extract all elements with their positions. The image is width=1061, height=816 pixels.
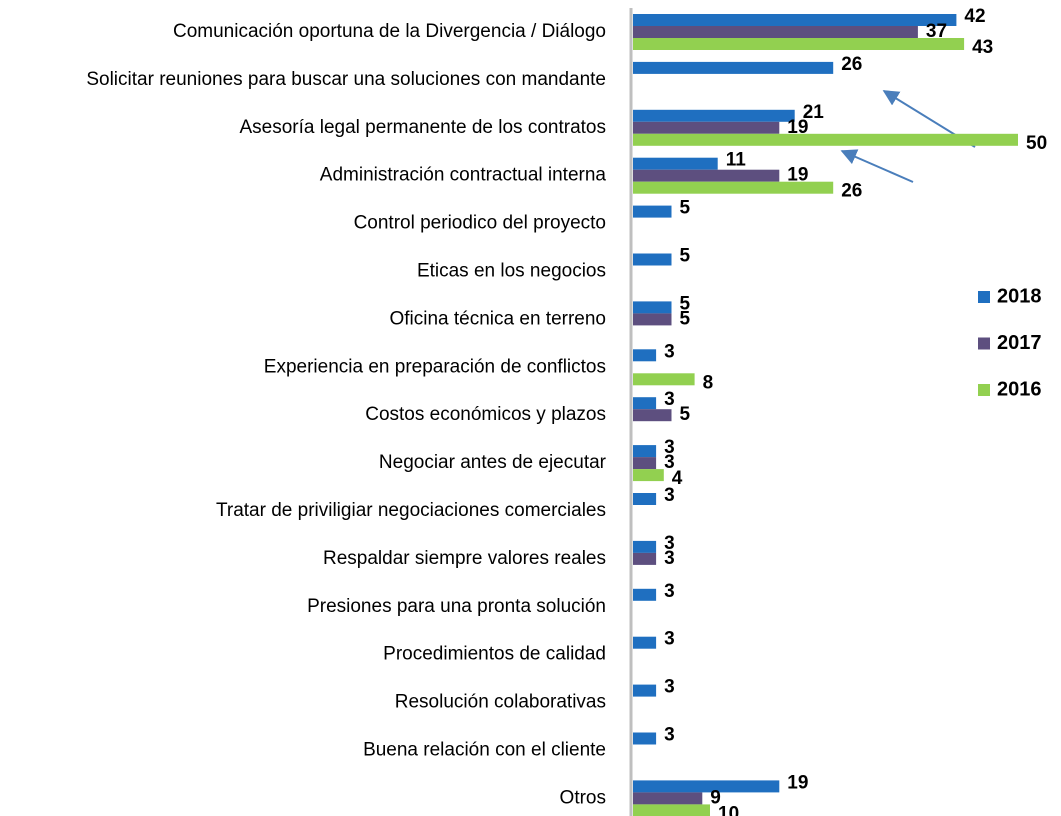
category-label: Oficina técnica en terreno bbox=[389, 308, 606, 329]
bar bbox=[633, 636, 657, 649]
value-label: 19 bbox=[787, 117, 808, 138]
category-label: Solicitar reuniones para buscar una solu… bbox=[86, 69, 606, 90]
value-label: 5 bbox=[680, 308, 691, 329]
value-label: 3 bbox=[664, 581, 675, 602]
value-label: 8 bbox=[703, 372, 714, 393]
category-label: Costos económicos y plazos bbox=[365, 404, 606, 425]
value-label: 43 bbox=[972, 37, 993, 58]
category-label: Asesoría legal permanente de los contrat… bbox=[240, 117, 607, 138]
bar bbox=[633, 253, 672, 266]
value-label: 21 bbox=[803, 102, 825, 123]
value-label: 4 bbox=[672, 468, 683, 489]
category-label: Control periodico del proyecto bbox=[354, 213, 606, 234]
bar bbox=[633, 61, 834, 74]
bar bbox=[633, 373, 695, 386]
value-label: 5 bbox=[680, 198, 691, 219]
value-label: 3 bbox=[664, 452, 675, 473]
bar bbox=[633, 588, 657, 601]
value-label: 3 bbox=[664, 437, 675, 458]
bar bbox=[633, 684, 657, 697]
bar bbox=[633, 205, 672, 218]
value-label: 5 bbox=[680, 293, 691, 314]
category-label: Experiencia en preparación de conflictos bbox=[264, 356, 606, 377]
bar bbox=[633, 169, 780, 182]
category-label: Presiones para una pronta solución bbox=[307, 596, 606, 617]
value-label: 3 bbox=[664, 548, 675, 569]
bar bbox=[633, 313, 672, 326]
value-label: 19 bbox=[787, 772, 808, 793]
value-label: 5 bbox=[680, 246, 691, 267]
value-label: 10 bbox=[718, 803, 739, 816]
legend-swatch bbox=[978, 291, 990, 303]
value-label: 3 bbox=[664, 533, 675, 554]
category-label: Resolución colaborativas bbox=[395, 692, 606, 713]
value-label: 3 bbox=[664, 725, 675, 746]
bar bbox=[633, 349, 657, 362]
value-label: 26 bbox=[841, 181, 862, 202]
bar bbox=[633, 792, 703, 805]
category-label: Respaldar siempre valores reales bbox=[323, 548, 606, 569]
category-label: Otros bbox=[560, 787, 606, 808]
value-label: 9 bbox=[710, 787, 721, 808]
value-label: 37 bbox=[926, 21, 947, 42]
category-label: Procedimientos de calidad bbox=[383, 644, 606, 665]
legend-label: 2018 bbox=[997, 285, 1042, 307]
value-label: 3 bbox=[664, 677, 675, 698]
bar bbox=[633, 26, 918, 38]
value-label: 50 bbox=[1026, 133, 1047, 154]
bar bbox=[633, 121, 780, 134]
bar bbox=[633, 552, 657, 565]
bar bbox=[633, 301, 672, 314]
value-label: 3 bbox=[664, 341, 675, 362]
value-label: 26 bbox=[841, 54, 862, 75]
legend-label: 2016 bbox=[997, 378, 1042, 400]
legend-swatch bbox=[978, 337, 990, 350]
bar bbox=[633, 540, 657, 553]
bar bbox=[633, 469, 664, 482]
bar bbox=[633, 397, 657, 410]
bar bbox=[633, 157, 718, 170]
category-label: Comunicación oportuna de la Divergencia … bbox=[173, 21, 606, 42]
bar bbox=[633, 409, 672, 422]
category-label: Buena relación con el cliente bbox=[363, 740, 606, 761]
bar bbox=[633, 109, 795, 122]
value-label: 5 bbox=[680, 404, 691, 425]
arrow bbox=[840, 149, 914, 183]
bar bbox=[633, 804, 710, 816]
bar bbox=[633, 732, 657, 745]
bar bbox=[633, 133, 1018, 146]
category-label: Eticas en los negocios bbox=[417, 261, 606, 282]
category-label: Administración contractual interna bbox=[320, 165, 607, 186]
bar bbox=[633, 445, 657, 458]
bar bbox=[633, 493, 657, 505]
category-label: Negociar antes de ejecutar bbox=[379, 452, 607, 473]
bar bbox=[633, 457, 657, 470]
value-label: 3 bbox=[664, 389, 675, 410]
bar bbox=[633, 181, 834, 194]
value-label: 42 bbox=[964, 6, 985, 27]
bar bbox=[633, 38, 965, 50]
category-label: Tratar de priviligiar negociaciones come… bbox=[216, 500, 606, 521]
value-label: 11 bbox=[726, 150, 747, 171]
value-label: 3 bbox=[664, 485, 675, 506]
value-label: 19 bbox=[787, 165, 808, 186]
value-label: 3 bbox=[664, 629, 675, 650]
bar bbox=[633, 780, 780, 793]
legend-label: 2017 bbox=[997, 332, 1042, 354]
bar bbox=[633, 14, 957, 26]
legend-swatch bbox=[978, 384, 990, 396]
